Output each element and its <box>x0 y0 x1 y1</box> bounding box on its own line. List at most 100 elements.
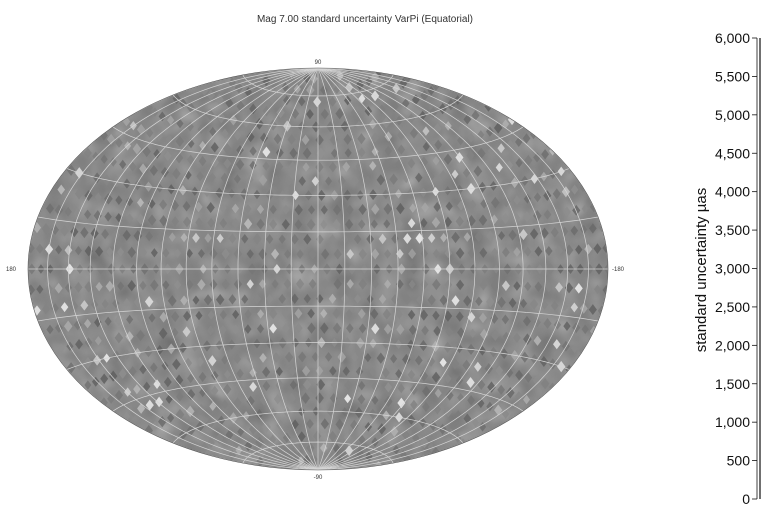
map-tile <box>486 230 495 242</box>
map-tile <box>159 199 168 210</box>
map-tile <box>409 203 417 213</box>
map-tile <box>433 201 442 213</box>
map-tile <box>132 143 142 155</box>
map-tile <box>455 247 465 259</box>
map-tile <box>332 204 342 216</box>
map-tile <box>505 367 514 378</box>
map-tile <box>463 295 472 307</box>
map-tile <box>281 218 290 230</box>
map-tile <box>444 279 453 290</box>
map-tile <box>297 456 305 466</box>
map-tile <box>297 431 306 442</box>
map-tile <box>54 282 63 294</box>
colorbar-tick-label: 2,000 <box>715 337 750 353</box>
map-tile <box>278 234 286 244</box>
map-tile <box>249 381 257 393</box>
map-tile <box>252 233 262 245</box>
map-tile <box>307 322 316 334</box>
map-tile <box>593 243 602 254</box>
map-tile <box>384 249 392 259</box>
map-tile <box>354 294 362 304</box>
map-tile <box>486 401 494 412</box>
map-tile <box>498 231 506 241</box>
map-tile <box>495 365 504 376</box>
map-tile <box>192 232 200 243</box>
map-tile <box>364 175 372 185</box>
map-tile <box>144 295 154 308</box>
map-tile <box>117 281 125 291</box>
map-tile <box>222 143 232 155</box>
map-tile <box>139 280 147 291</box>
map-tile <box>195 217 203 228</box>
map-tile <box>311 176 320 187</box>
map-tile <box>223 383 232 395</box>
map-tile <box>427 171 435 182</box>
map-tile <box>463 232 471 242</box>
map-tile <box>273 393 282 405</box>
map-tile <box>246 395 255 407</box>
map-tile <box>570 343 579 354</box>
map-tile <box>515 158 523 168</box>
map-tile <box>126 314 134 325</box>
map-tile <box>469 328 477 339</box>
map-tile <box>196 171 204 182</box>
map-tile <box>248 423 258 435</box>
map-tile <box>54 322 63 334</box>
map-tile <box>180 232 188 243</box>
map-tile <box>439 294 448 306</box>
map-tile <box>513 281 521 291</box>
map-tile <box>420 90 429 102</box>
map-tile <box>182 200 191 212</box>
map-tile <box>216 233 224 244</box>
parallel-line <box>112 126 524 161</box>
map-tile <box>337 351 347 363</box>
map-tile <box>208 172 216 183</box>
map-tile <box>291 419 299 430</box>
map-tile <box>335 418 344 430</box>
map-tile <box>416 295 424 305</box>
map-tile <box>403 293 412 306</box>
map-tile <box>345 81 354 93</box>
map-tile <box>284 249 292 259</box>
map-tile <box>55 245 63 255</box>
map-tile <box>197 248 205 259</box>
map-tile <box>419 309 429 321</box>
map-tile <box>533 335 542 346</box>
map-tile <box>479 247 488 259</box>
map-tile <box>106 133 116 145</box>
map-tile <box>397 397 406 409</box>
map-tile <box>419 370 429 382</box>
colorbar-tick-label: 5,500 <box>715 68 750 84</box>
map-tile <box>133 384 141 395</box>
map-tile <box>513 195 521 206</box>
map-tile <box>101 228 110 240</box>
map-tile <box>401 429 410 440</box>
parallel-line <box>172 410 464 444</box>
map-tile <box>540 378 550 390</box>
map-tile <box>83 147 92 159</box>
map-tile <box>303 293 311 304</box>
map-tile <box>505 160 514 171</box>
map-tile <box>330 379 339 390</box>
map-tile <box>160 166 169 178</box>
map-tile <box>57 184 66 195</box>
map-tile <box>215 93 224 106</box>
map-tile <box>570 302 579 313</box>
map-tile <box>366 233 375 245</box>
map-tile <box>112 298 120 309</box>
map-tile <box>256 456 265 467</box>
map-tile <box>371 395 379 405</box>
map-tile <box>142 145 151 158</box>
map-tile <box>221 248 230 260</box>
map-tile <box>574 282 583 294</box>
map-tile <box>236 100 245 112</box>
map-tile <box>344 95 352 106</box>
map-tile <box>370 308 379 320</box>
map-tile <box>269 323 277 334</box>
map-tile <box>370 219 378 229</box>
map-tile <box>105 280 114 292</box>
map-tile <box>302 162 310 172</box>
map-tile <box>198 371 207 383</box>
map-tile <box>180 295 188 306</box>
map-tile <box>350 174 360 187</box>
